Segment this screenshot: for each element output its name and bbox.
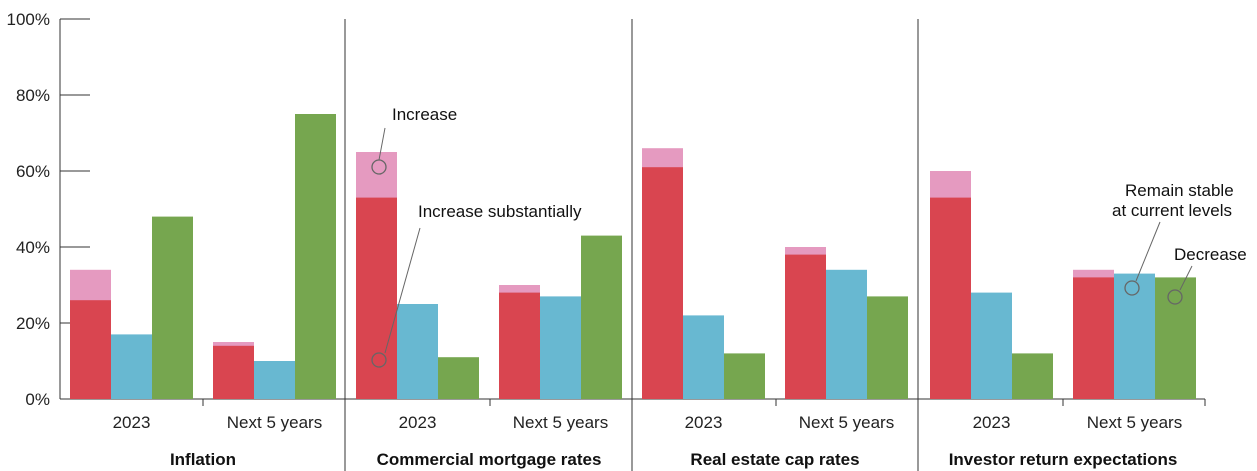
bar-remain-stable — [826, 269, 867, 399]
annotation-increase: Increase — [392, 105, 457, 124]
bar-decrease — [724, 353, 765, 399]
annotation-decrease: Decrease — [1174, 245, 1247, 264]
bar-decrease — [1155, 277, 1196, 399]
annotation-remain-stable-line2: at current levels — [1112, 201, 1232, 220]
x-category-label: 2023 — [113, 413, 151, 432]
annotation-increase-substantially: Increase substantially — [418, 202, 582, 221]
bars — [70, 114, 1196, 399]
x-category-label: Next 5 years — [513, 413, 608, 432]
annotation-remain-stable-line1: Remain stable — [1125, 181, 1234, 200]
bar-decrease — [152, 216, 193, 399]
leader-marker-increase-substantially — [371, 352, 387, 368]
bar-decrease — [581, 235, 622, 399]
bar-increase-substantially — [70, 300, 111, 399]
y-tick-label: 80% — [16, 86, 50, 105]
bar-increase-substantially — [213, 345, 254, 399]
group-label: Real estate cap rates — [690, 450, 859, 469]
group-label: Inflation — [170, 450, 236, 469]
x-category-label: Next 5 years — [227, 413, 322, 432]
bar-remain-stable — [1114, 273, 1155, 399]
axes — [59, 18, 1206, 471]
y-tick-label: 40% — [16, 238, 50, 257]
group-label: Investor return expectations — [949, 450, 1178, 469]
bar-remain-stable — [971, 292, 1012, 399]
bar-decrease — [295, 114, 336, 399]
bar-decrease — [438, 357, 479, 399]
bar-decrease — [867, 296, 908, 399]
x-category-label: 2023 — [685, 413, 723, 432]
annotations: Increase Increase substantially Remain s… — [371, 105, 1247, 368]
leader-line-increase-substantially — [384, 227, 421, 354]
bar-increase-substantially — [356, 197, 397, 399]
bar-increase-substantially — [930, 197, 971, 399]
y-tick-label: 100% — [7, 10, 50, 29]
leader-line-decrease — [1179, 265, 1193, 291]
group-label: Commercial mortgage rates — [377, 450, 602, 469]
labels: 0% 20% 40% 60% 80% 100% 2023 Next 5 years Inflat… — [7, 10, 1183, 469]
bar-remain-stable — [683, 315, 724, 399]
leader-marker-remain-stable — [1124, 280, 1140, 296]
bar-increase-substantially — [499, 292, 540, 399]
leader-marker-increase — [371, 159, 387, 175]
leader-line-remain-stable — [1135, 221, 1161, 282]
x-category-label: Next 5 years — [1087, 413, 1182, 432]
bar-remain-stable — [397, 304, 438, 399]
bar-increase-substantially — [1073, 277, 1114, 399]
bar-remain-stable — [254, 361, 295, 399]
bar-increase-substantially — [785, 254, 826, 399]
x-category-label: 2023 — [973, 413, 1011, 432]
y-tick-label: 0% — [25, 390, 50, 409]
y-tick-label: 60% — [16, 162, 50, 181]
y-tick-label: 20% — [16, 314, 50, 333]
leader-line-increase — [378, 127, 386, 161]
bar-remain-stable — [540, 296, 581, 399]
bar-increase-substantially — [642, 167, 683, 399]
x-category-label: 2023 — [399, 413, 437, 432]
bar-decrease — [1012, 353, 1053, 399]
leader-marker-decrease — [1167, 289, 1183, 305]
x-category-label: Next 5 years — [799, 413, 894, 432]
bar-remain-stable — [111, 334, 152, 399]
